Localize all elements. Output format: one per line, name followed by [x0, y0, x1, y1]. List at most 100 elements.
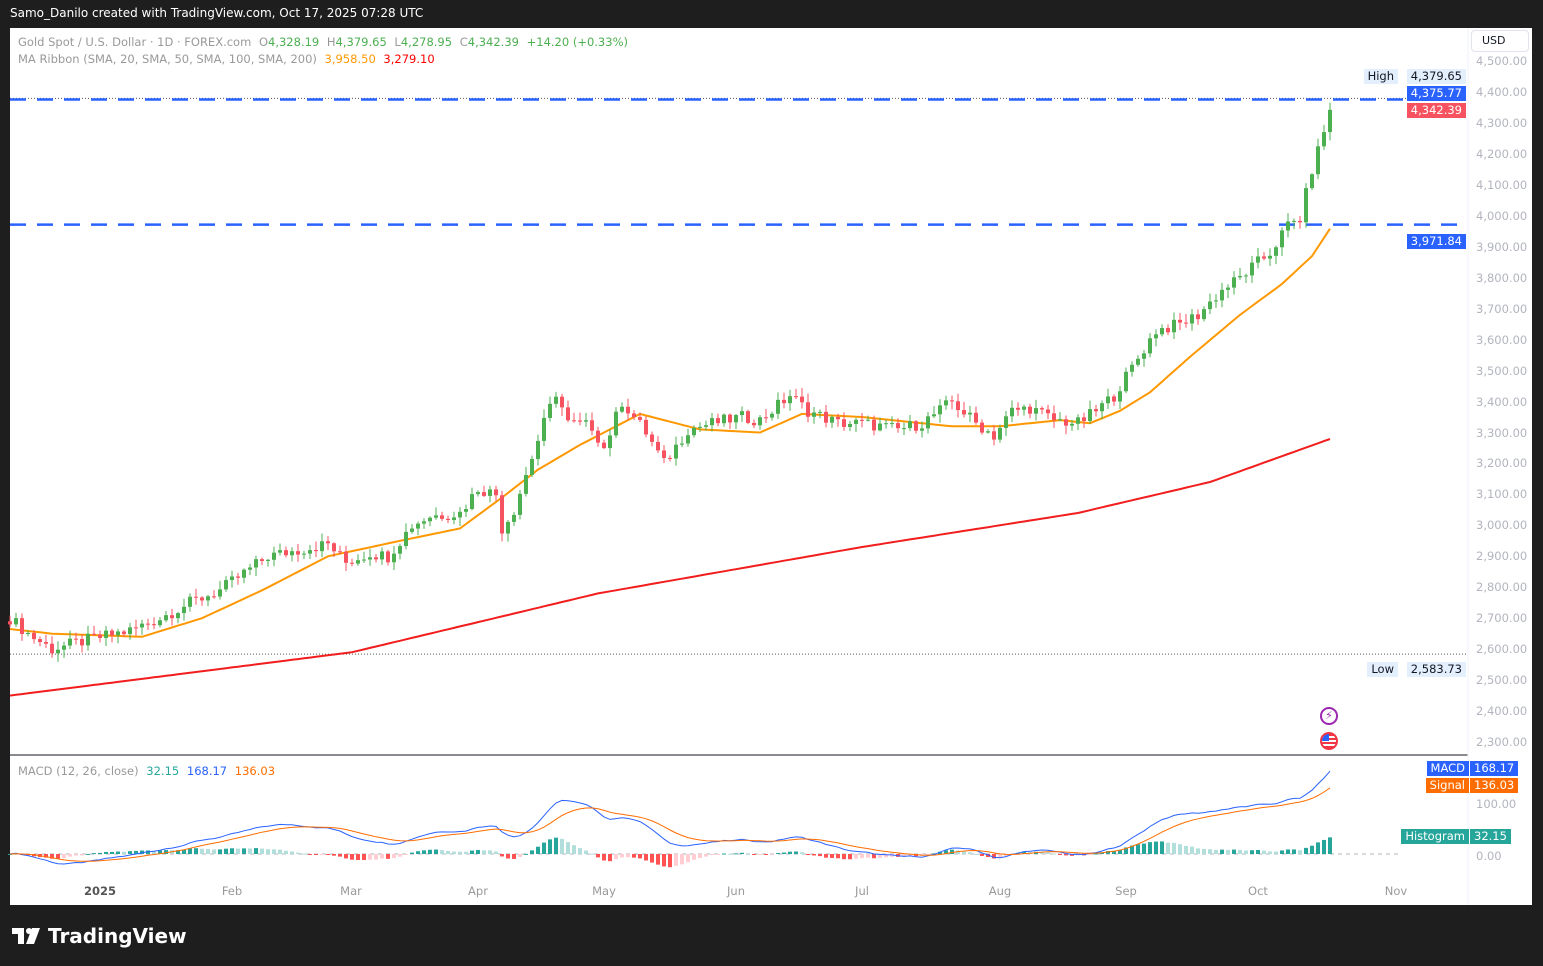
candle-body: [998, 427, 1002, 440]
candle-body: [608, 435, 612, 449]
candle-body: [1148, 338, 1152, 354]
macd-histogram-bar: [242, 848, 246, 854]
macd-histogram-bar: [656, 854, 660, 865]
chart-panel[interactable]: [10, 28, 1532, 905]
macd-histogram-bar: [1166, 842, 1170, 854]
macd-histogram-bar: [98, 852, 102, 854]
macd-histogram-bar: [392, 854, 396, 859]
candle-body: [452, 517, 456, 521]
candle-body: [152, 624, 156, 626]
candle-body: [710, 418, 714, 426]
candle-body: [554, 396, 558, 404]
macd-histogram-bar: [254, 848, 258, 854]
candle-body: [1268, 255, 1272, 259]
signal-tag-value: 136.03: [1470, 778, 1519, 793]
macd-histogram-bar: [236, 848, 240, 854]
lightning-event-icon[interactable]: ⚡: [1320, 707, 1338, 725]
macd-histogram-bar: [668, 854, 672, 868]
candle-body: [116, 631, 120, 636]
macd-histogram-bar: [434, 849, 438, 854]
macd-histogram-bar: [224, 848, 228, 854]
open-label: O: [258, 35, 269, 49]
macd-histogram-bar: [1304, 847, 1308, 854]
candle-body: [410, 528, 414, 532]
candle-body: [140, 623, 144, 628]
macd-histogram-bar: [554, 837, 558, 854]
macd-histogram-bar: [1124, 847, 1128, 854]
macd-histogram-bar: [572, 845, 576, 854]
tradingview-logo-icon: [12, 928, 40, 944]
candle-body: [1106, 396, 1110, 404]
candle-body: [1100, 403, 1104, 412]
macd-histogram-bar: [932, 853, 936, 855]
candle-body: [92, 633, 96, 635]
candle-body: [398, 546, 402, 554]
candle-body: [1064, 419, 1068, 426]
candle-body: [1250, 262, 1254, 276]
macd-histogram-bar: [614, 854, 618, 860]
candle-body: [602, 442, 606, 449]
macd-histogram-bar: [662, 854, 666, 867]
macd-histogram-bar: [62, 854, 66, 859]
macd-histogram-bar: [1112, 850, 1116, 854]
low-tag-label: Low: [1367, 662, 1398, 677]
candle-body: [506, 521, 510, 534]
signal-tag-label: Signal: [1425, 778, 1469, 793]
macd-histogram-bar: [938, 851, 942, 854]
macd-histogram-bar: [872, 854, 876, 859]
macd-histogram-bar: [152, 850, 156, 854]
macd-histogram-bar: [314, 854, 318, 855]
candle-body: [128, 627, 132, 635]
macd-histogram-bar: [362, 854, 366, 861]
macd-histogram-bar: [494, 851, 498, 854]
ma-title: MA Ribbon (SMA, 20, SMA, 50, SMA, 100, S…: [18, 52, 317, 66]
candle-body: [482, 492, 486, 496]
candle-body: [542, 417, 546, 441]
macd-histogram-bar: [1184, 845, 1188, 854]
candle-body: [350, 562, 354, 564]
currency-button[interactable]: USD: [1471, 30, 1529, 52]
price-axis-label: 4,000.00: [1476, 208, 1528, 223]
macd-histogram-bar: [752, 854, 756, 855]
macd-histogram-bar: [500, 854, 504, 857]
macd-histogram-bar: [812, 854, 816, 856]
macd-histogram-bar: [386, 854, 390, 859]
macd-histogram-bar: [674, 854, 678, 866]
macd-histogram-bar: [1058, 854, 1062, 855]
tradingview-logo[interactable]: TradingView: [12, 924, 187, 948]
candle-body: [416, 523, 420, 529]
candle-body: [1316, 146, 1320, 175]
candle-body: [8, 621, 12, 625]
candle-body: [872, 419, 876, 431]
candle-body: [1130, 364, 1134, 372]
candle-body: [26, 632, 30, 634]
macd-histogram-bar: [830, 854, 834, 858]
candle-body: [770, 413, 774, 418]
macd-histogram-bar: [1064, 854, 1068, 856]
macd-histogram-bar: [818, 854, 822, 857]
macd-legend: MACD (12, 26, close) 32.15 168.17 136.03: [18, 764, 279, 778]
macd-histogram-bar: [1232, 849, 1236, 854]
macd-histogram-bar: [1280, 850, 1284, 854]
candle-body: [236, 576, 240, 578]
macd-histogram-bar: [1190, 846, 1194, 854]
candle-body: [638, 417, 642, 420]
candle-body: [962, 410, 966, 415]
macd-histogram-bar: [842, 854, 846, 860]
macd-histogram-bar: [374, 854, 378, 860]
candle-body: [806, 402, 810, 417]
candle-body: [302, 553, 306, 555]
candle-body: [1160, 328, 1164, 335]
macd-histogram-bar: [1196, 848, 1200, 854]
macd-histogram-bar: [1256, 849, 1260, 854]
us-flag-event-icon[interactable]: [1320, 732, 1338, 750]
candle-body: [374, 557, 378, 560]
macd-histogram-bar: [104, 851, 108, 854]
macd-histogram-bar: [548, 839, 552, 854]
candle-body: [458, 511, 462, 518]
candle-body: [470, 494, 474, 509]
candle-body: [944, 400, 948, 406]
macd-histogram-bar: [380, 854, 384, 859]
macd-histogram-bar: [644, 854, 648, 861]
